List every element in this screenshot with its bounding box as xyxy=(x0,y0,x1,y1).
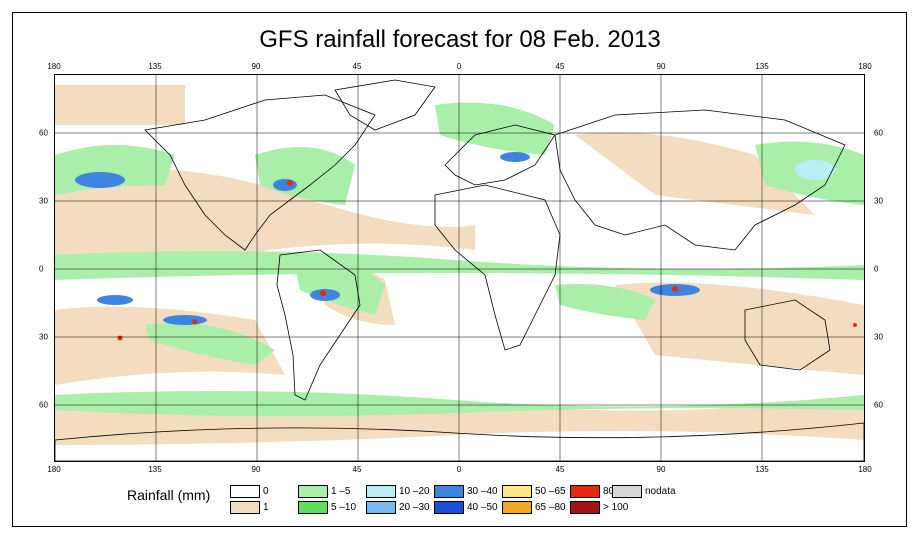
longitude-tick-top: 0 xyxy=(456,62,462,71)
asia-outline xyxy=(554,109,846,251)
latitude-tick-right: 60 xyxy=(874,400,883,410)
longitude-tick-bot: 90 xyxy=(251,465,261,474)
legend-label: 1 –5 xyxy=(331,486,351,497)
antarctica-outline xyxy=(55,422,864,461)
legend-label: 10 –20 xyxy=(399,486,430,497)
longitude-tick-top: 45 xyxy=(555,62,565,71)
australia-outline xyxy=(744,299,831,371)
legend-swatch xyxy=(298,501,328,514)
legend-label: nodata xyxy=(645,486,676,497)
legend-swatch xyxy=(502,485,532,498)
longitude-tick-top: 135 xyxy=(755,62,769,71)
longitude-tick-bot: 135 xyxy=(755,465,769,474)
greenland-outline xyxy=(334,79,436,131)
latitude-tick-right: 0 xyxy=(874,264,879,274)
map-canvas xyxy=(55,75,864,461)
latitude-tick-right: 30 xyxy=(874,196,883,206)
longitude-tick-bot: 180 xyxy=(858,465,872,474)
legend-label: 40 –50 xyxy=(467,502,498,513)
europe-outline xyxy=(444,124,556,186)
legend-label: > 100 xyxy=(603,502,629,513)
latitude-tick-left: 0 xyxy=(39,264,44,274)
map-title: GFS rainfall forecast for 08 Feb. 2013 xyxy=(259,26,661,53)
longitude-tick-bot: 0 xyxy=(456,465,462,474)
legend-swatch xyxy=(612,485,642,498)
figure-frame xyxy=(12,12,907,527)
legend-swatch xyxy=(366,485,396,498)
legend-label: 0 xyxy=(263,486,269,497)
legend-label: 20 –30 xyxy=(399,502,430,513)
longitude-tick-top: 180 xyxy=(47,62,61,71)
legend-swatch xyxy=(298,485,328,498)
legend-label: 65 –80 xyxy=(535,502,566,513)
legend-label: 1 xyxy=(263,502,269,513)
legend-swatch xyxy=(502,501,532,514)
legend-title: Rainfall (mm) xyxy=(127,487,211,503)
legend-swatch xyxy=(366,501,396,514)
legend-label: 5 –10 xyxy=(331,502,357,513)
latitude-tick-right: 60 xyxy=(874,128,883,138)
longitude-tick-bot: 135 xyxy=(148,465,162,474)
longitude-tick-bot: 45 xyxy=(352,465,362,474)
rainfall-map xyxy=(54,74,865,462)
legend-swatch xyxy=(434,501,464,514)
legend-swatch xyxy=(230,501,260,514)
latitude-tick-left: 60 xyxy=(39,128,48,138)
longitude-tick-bot: 90 xyxy=(656,465,666,474)
latitude-tick-left: 30 xyxy=(39,196,48,206)
graticule xyxy=(55,75,864,461)
north-america-outline xyxy=(144,94,376,251)
latitude-tick-left: 30 xyxy=(39,332,48,342)
legend-swatch xyxy=(570,501,600,514)
longitude-tick-top: 45 xyxy=(352,62,362,71)
latitude-tick-right: 30 xyxy=(874,332,883,342)
legend-swatch xyxy=(230,485,260,498)
legend-label: 30 –40 xyxy=(467,486,498,497)
coastlines xyxy=(55,79,864,461)
longitude-tick-top: 180 xyxy=(858,62,872,71)
longitude-tick-bot: 180 xyxy=(47,465,61,474)
longitude-tick-top: 90 xyxy=(656,62,666,71)
africa-outline xyxy=(434,184,561,351)
rainfall-heavy-layer xyxy=(75,152,835,325)
longitude-tick-top: 135 xyxy=(148,62,162,71)
legend-swatch xyxy=(434,485,464,498)
south-america-outline xyxy=(276,249,361,401)
legend-swatch xyxy=(570,485,600,498)
latitude-tick-left: 60 xyxy=(39,400,48,410)
longitude-tick-bot: 45 xyxy=(555,465,565,474)
longitude-tick-top: 90 xyxy=(251,62,261,71)
legend-label: 50 –65 xyxy=(535,486,566,497)
